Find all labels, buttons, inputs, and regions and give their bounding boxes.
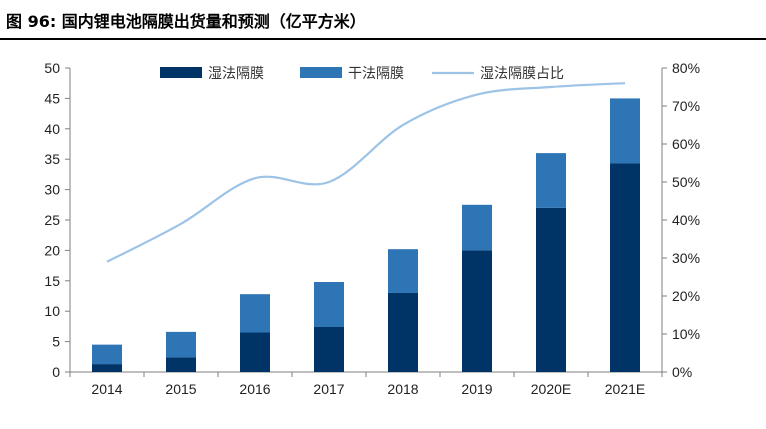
right-tick-label: 20% xyxy=(672,288,700,304)
right-tick-label: 80% xyxy=(672,60,700,76)
bar-dry-separator xyxy=(462,204,492,251)
legend-wet-share-label: 湿法隔膜占比 xyxy=(480,66,564,82)
bar-dry-separator xyxy=(536,153,566,208)
right-tick-label: 50% xyxy=(672,174,700,190)
bar-dry-separator xyxy=(388,249,418,293)
x-tick-label: 2020E xyxy=(531,381,571,397)
left-tick-label: 40 xyxy=(44,121,60,137)
right-tick-label: 10% xyxy=(672,326,700,342)
bar-wet-separator xyxy=(92,364,122,372)
legend-dry-label: 干法隔膜 xyxy=(348,66,404,82)
left-tick-label: 30 xyxy=(44,182,60,198)
bar-dry-separator xyxy=(610,98,640,164)
bar-dry-separator xyxy=(166,331,196,358)
bar-wet-separator xyxy=(388,292,418,372)
left-tick-label: 25 xyxy=(44,212,60,228)
legend-dry-swatch xyxy=(300,67,342,78)
bar-dry-separator xyxy=(92,344,122,365)
left-tick-label: 20 xyxy=(44,242,60,258)
bar-wet-separator xyxy=(314,327,344,372)
x-tick-label: 2021E xyxy=(605,381,645,397)
x-tick-label: 2014 xyxy=(91,381,122,397)
bar-wet-separator xyxy=(462,250,492,372)
bar-dry-separator xyxy=(240,294,270,333)
x-tick-label: 2016 xyxy=(239,381,270,397)
right-tick-label: 0% xyxy=(672,364,692,380)
x-tick-label: 2018 xyxy=(387,381,418,397)
left-tick-label: 35 xyxy=(44,151,60,167)
chart-title-bar: 图 96: 国内锂电池隔膜出货量和预测（亿平方米） xyxy=(0,0,766,40)
left-tick-label: 45 xyxy=(44,90,60,106)
right-tick-label: 40% xyxy=(672,212,700,228)
bar-wet-separator xyxy=(240,332,270,372)
line-wet-share xyxy=(106,82,626,263)
left-tick-label: 10 xyxy=(44,303,60,319)
bar-dry-separator xyxy=(314,282,344,328)
x-tick-label: 2015 xyxy=(165,381,196,397)
left-tick-label: 5 xyxy=(52,334,60,350)
x-tick-label: 2019 xyxy=(461,381,492,397)
bar-wet-separator xyxy=(610,163,640,372)
right-tick-label: 60% xyxy=(672,136,700,152)
chart-title: 图 96: 国内锂电池隔膜出货量和预测（亿平方米） xyxy=(6,12,366,31)
bar-wet-separator xyxy=(166,357,196,372)
bar-wet-separator xyxy=(536,207,566,372)
legend-wet-swatch xyxy=(160,67,202,78)
legend-wet-label: 湿法隔膜 xyxy=(208,66,264,82)
title-divider xyxy=(0,38,766,40)
left-tick-label: 15 xyxy=(44,273,60,289)
left-tick-label: 0 xyxy=(52,364,60,380)
left-tick-label: 50 xyxy=(44,60,60,76)
x-tick-label: 2017 xyxy=(313,381,344,397)
right-tick-label: 70% xyxy=(672,98,700,114)
right-tick-label: 30% xyxy=(672,250,700,266)
